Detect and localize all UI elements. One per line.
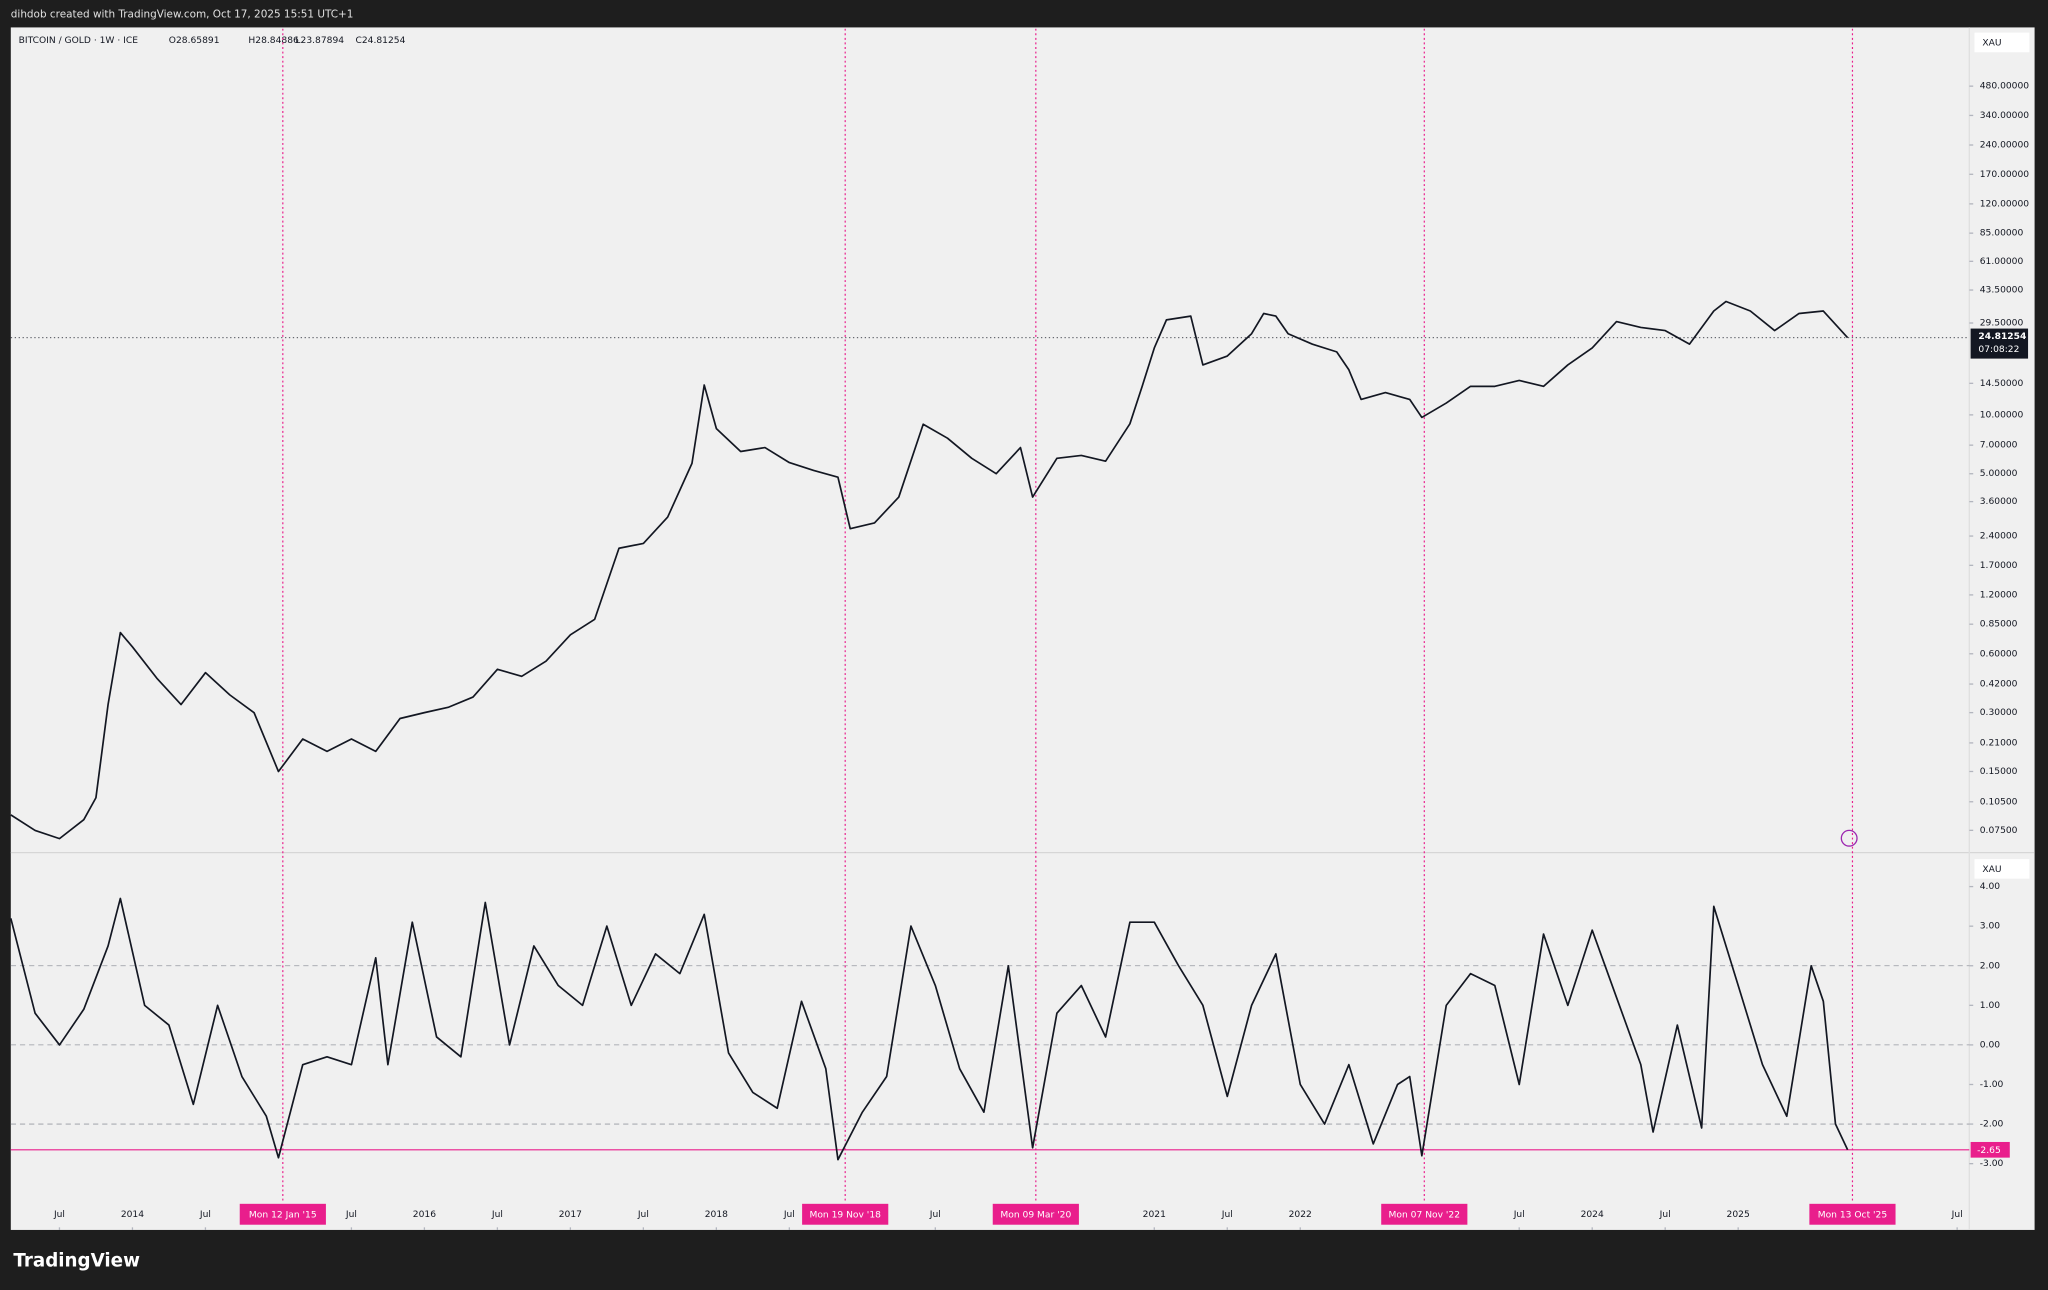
y-tick-label: 1.70000 xyxy=(1980,561,2018,571)
y-tick-label: 0.60000 xyxy=(1980,649,2018,659)
x-tick-label: 2021 xyxy=(1143,1210,1166,1220)
date-marker-badge xyxy=(1381,1203,1468,1225)
x-tick-label: 2017 xyxy=(559,1210,582,1220)
y-tick-label: 1.00 xyxy=(1980,1001,2001,1011)
x-tick-label: Jul xyxy=(783,1210,795,1220)
x-tick-label: Jul xyxy=(929,1210,941,1220)
date-marker-badge xyxy=(239,1203,326,1225)
y-tick-label: 340.00000 xyxy=(1980,111,2030,121)
y-tick-label: 0.07500 xyxy=(1980,826,2018,836)
alert-icon[interactable] xyxy=(1840,829,1858,847)
ohlc-close: C24.81254 xyxy=(355,36,405,46)
y-tick-label: 0.00 xyxy=(1980,1040,2001,1050)
y-tick-label: 0.85000 xyxy=(1980,620,2018,630)
x-tick-label: Jul xyxy=(491,1210,503,1220)
y-tick-label: 0.21000 xyxy=(1980,738,2018,748)
date-marker-label: Mon 12 Jan '15 xyxy=(249,1210,317,1220)
date-marker-label: Mon 09 Mar '20 xyxy=(1000,1210,1071,1220)
countdown-label: 07:08:22 xyxy=(1978,345,2019,355)
price-line-series xyxy=(10,300,1849,840)
x-tick-label: Jul xyxy=(1659,1210,1671,1220)
ohlc-low: L23.87894 xyxy=(295,36,344,46)
x-tick-label: Jul xyxy=(1951,1210,1963,1220)
y-tick-label: 0.42000 xyxy=(1980,680,2018,690)
y-tick-label: 480.00000 xyxy=(1980,82,2030,92)
y-tick-label: 170.00000 xyxy=(1980,170,2030,180)
date-marker-badge xyxy=(1809,1203,1896,1225)
y-tick-label: -1.00 xyxy=(1980,1080,2004,1090)
y-tick-label: 0.10500 xyxy=(1980,797,2018,807)
value-badge-label: -2.65 xyxy=(1977,1146,2001,1156)
symbol: BITCOIN / GOLD · 1W · ICE xyxy=(19,36,139,46)
x-tick-label: Jul xyxy=(345,1210,357,1220)
y-tick-label: 4.00 xyxy=(1980,882,2001,892)
chart-area xyxy=(10,27,2035,1230)
y-tick-label: 10.00000 xyxy=(1980,410,2024,420)
y-tick-label: -2.00 xyxy=(1980,1120,2004,1130)
x-tick-label: 2018 xyxy=(705,1210,728,1220)
date-marker-badge xyxy=(992,1203,1079,1225)
date-marker-label: Mon 19 Nov '18 xyxy=(809,1210,881,1220)
axis-label: XAU xyxy=(1982,865,2001,875)
x-tick-label: Jul xyxy=(53,1210,65,1220)
x-tick-label: 2024 xyxy=(1581,1210,1604,1220)
x-tick-label: Jul xyxy=(637,1210,649,1220)
y-tick-label: -3.00 xyxy=(1980,1159,2004,1169)
y-tick-label: 5.00000 xyxy=(1980,469,2018,479)
x-tick-label: 2022 xyxy=(1289,1210,1312,1220)
y-tick-label: 3.60000 xyxy=(1980,497,2018,507)
y-tick-label: 29.50000 xyxy=(1980,319,2024,329)
y-tick-label: 7.00000 xyxy=(1980,441,2018,451)
x-tick-label: 2014 xyxy=(121,1210,144,1220)
y-tick-label: 14.50000 xyxy=(1980,379,2024,389)
header: dihdob created with TradingView.com, Oct… xyxy=(11,8,354,20)
price-badge xyxy=(1970,328,2029,359)
axis-label: XAU xyxy=(1982,39,2001,49)
x-tick-label: Jul xyxy=(199,1210,211,1220)
y-tick-label: 0.15000 xyxy=(1980,767,2018,777)
ohlc-high: H28.84886 xyxy=(248,36,299,46)
footer-logo: TradingView xyxy=(13,1250,140,1271)
x-tick-label: Jul xyxy=(1513,1210,1525,1220)
y-tick-label: 0.30000 xyxy=(1980,708,2018,718)
ohlc-open: O28.65891 xyxy=(169,36,220,46)
y-tick-label: 120.00000 xyxy=(1980,199,2030,209)
y-tick-label: 2.40000 xyxy=(1980,532,2018,542)
date-marker-label: Mon 07 Nov '22 xyxy=(1389,1210,1460,1220)
x-tick-label: 2016 xyxy=(413,1210,436,1220)
x-tick-label: 2025 xyxy=(1727,1210,1750,1220)
oscillator-line xyxy=(9,897,1849,1161)
price-badge-label: 24.81254 xyxy=(1978,332,2026,342)
y-tick-label: 61.00000 xyxy=(1980,257,2024,267)
y-tick-label: 1.20000 xyxy=(1980,590,2018,600)
y-tick-label: 2.00 xyxy=(1980,961,2001,971)
value-badge xyxy=(1970,1141,2010,1158)
date-marker-label: Mon 13 Oct '25 xyxy=(1818,1210,1888,1220)
y-tick-label: 240.00000 xyxy=(1980,141,2030,151)
axis-badge[interactable] xyxy=(1974,32,2030,53)
date-marker-badge xyxy=(802,1203,889,1225)
x-tick-label: Jul xyxy=(1221,1210,1233,1220)
y-tick-label: 85.00000 xyxy=(1980,229,2024,239)
y-tick-label: 43.50000 xyxy=(1980,286,2024,296)
y-tick-label: 3.00 xyxy=(1980,922,2001,932)
axis-badge[interactable] xyxy=(1974,859,2030,879)
